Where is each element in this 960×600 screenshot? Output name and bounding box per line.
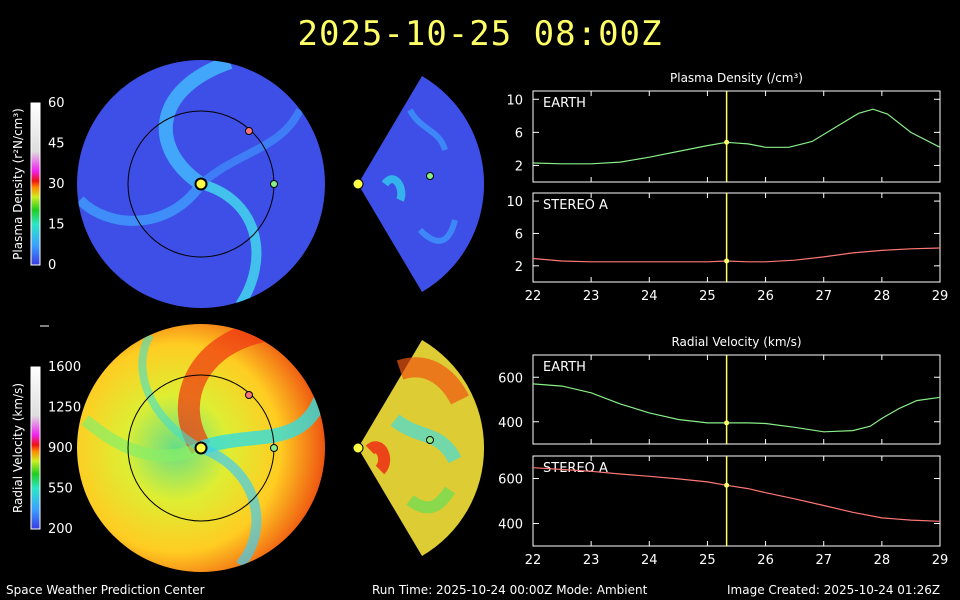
x-tick-label: 25 — [699, 289, 716, 304]
density-colorbar-tick: 30 — [48, 177, 65, 192]
plot-frame — [532, 192, 941, 283]
x-tick-label: 28 — [874, 289, 891, 304]
velocity-colorbar-tick: 1600 — [48, 360, 81, 375]
x-tick-label: 22 — [525, 553, 542, 568]
panel-label: STEREO A — [543, 461, 608, 476]
density-meridional-view — [352, 76, 485, 292]
y-tick-label: 2 — [515, 159, 523, 174]
series-line — [532, 383, 941, 433]
plot-frame — [532, 90, 941, 183]
x-tick-label: 29 — [932, 553, 949, 568]
chart-panel: Radial Velocity (km/s) EARTH 400 600 — [498, 335, 941, 445]
x-tick-label: 24 — [641, 553, 658, 568]
panel-label: EARTH — [543, 360, 586, 375]
velocity-wedge-feature — [406, 486, 455, 514]
velocity-colorbar-tick: 550 — [48, 482, 73, 497]
velocity-colorbar-label: Radial Velocity (km/s) — [11, 383, 25, 513]
sun-marker — [194, 177, 208, 191]
current-value-dot — [724, 482, 730, 488]
earth-marker — [270, 180, 278, 188]
density-wedge — [358, 76, 485, 292]
panel-label: STEREO A — [543, 198, 608, 213]
velocity-wedge-feature — [365, 441, 391, 475]
velocity-colorbar-gradient — [30, 366, 41, 530]
y-tick-label: 2 — [515, 260, 523, 275]
density-colorbar-gradient — [30, 102, 41, 266]
velocity-spiral-arm — [199, 443, 262, 569]
velocity-colorbar-tick: 200 — [48, 522, 73, 537]
footer-organization: Space Weather Prediction Center — [6, 583, 205, 597]
x-tick-label: 26 — [757, 553, 774, 568]
density-spiral-arm — [198, 108, 304, 188]
y-tick-label: 400 — [498, 518, 523, 533]
velocity-wedge-feature — [396, 357, 469, 405]
plot-frame — [532, 354, 941, 445]
plot-frame — [532, 455, 941, 547]
sun-marker-meridional — [352, 178, 364, 190]
density-equatorial-view — [77, 60, 325, 308]
footer-image-created: Image Created: 2025-10-24 01:26Z — [727, 583, 941, 597]
x-tick-label: 27 — [815, 553, 832, 568]
x-tick-label: 23 — [583, 553, 600, 568]
chart-title: Plasma Density (/cm³) — [670, 71, 803, 85]
current-value-dot — [724, 420, 730, 426]
density-colorbar-tick: 0 — [48, 258, 56, 273]
chart-title: Radial Velocity (km/s) — [671, 335, 801, 349]
density-wedge-feature — [407, 108, 448, 152]
x-tick-label: 28 — [874, 553, 891, 568]
chart-panel: Plasma Density (/cm³) EARTH 2 6 10 — [506, 71, 941, 183]
y-tick-label: 6 — [515, 126, 523, 141]
series-line — [532, 247, 941, 263]
stereo-a-marker — [245, 127, 253, 135]
velocity-equatorial-view — [77, 324, 325, 572]
earth-marker-meridional — [426, 172, 434, 180]
timestamp-title: 2025-10-25 08:00Z — [297, 14, 663, 54]
velocity-colorbar-tick: 900 — [48, 441, 73, 456]
stereo-a-marker — [245, 391, 253, 399]
density-wedge-feature — [381, 175, 406, 202]
sun-marker-meridional — [352, 442, 364, 454]
x-tick-label: 24 — [641, 289, 658, 304]
y-tick-label: 10 — [506, 93, 523, 108]
density-colorbar-label: Plasma Density (r²N/cm³) — [11, 108, 25, 260]
x-tick-label: 27 — [815, 289, 832, 304]
density-colorbar: Plasma Density (r²N/cm³) 60 45 30 15 0 — [11, 96, 65, 273]
velocity-spiral-arm — [138, 333, 203, 452]
earth-marker-meridional — [426, 436, 434, 444]
density-colorbar-tick: 45 — [48, 137, 65, 152]
series-line — [532, 467, 941, 522]
density-spiral-arm — [77, 181, 206, 226]
velocity-meridional-view — [352, 340, 485, 556]
velocity-spiral-arm — [198, 397, 325, 455]
x-tick-label: 22 — [525, 289, 542, 304]
series-line — [532, 108, 941, 165]
x-tick-label: 23 — [583, 289, 600, 304]
sun-marker — [194, 441, 208, 455]
panel-label: EARTH — [543, 96, 586, 111]
y-tick-label: 600 — [498, 371, 523, 386]
density-colorbar-tick: 15 — [48, 218, 65, 233]
density-spiral-arm — [158, 60, 233, 190]
current-value-dot — [724, 139, 730, 145]
x-tick-label: 26 — [757, 289, 774, 304]
y-tick-label: 400 — [498, 416, 523, 431]
velocity-spiral-arm — [81, 415, 204, 462]
chart-panel: STEREO A 400 600 22 23 24 25 26 27 28 29 — [498, 455, 949, 568]
y-tick-label: 10 — [506, 195, 523, 210]
density-wedge-feature — [417, 219, 458, 244]
y-tick-label: 600 — [498, 473, 523, 488]
footer-run-time: Run Time: 2025-10-24 00:00Z Mode: Ambien… — [372, 583, 648, 597]
density-colorbar-tick: 60 — [48, 96, 65, 111]
x-tick-label: 25 — [699, 553, 716, 568]
y-tick-label: 6 — [515, 227, 523, 242]
current-value-dot — [724, 258, 730, 264]
velocity-colorbar-tick: 1250 — [48, 401, 81, 416]
velocity-colorbar: Radial Velocity (km/s) 1600 1250 900 550 200 — [11, 360, 81, 537]
earth-marker — [270, 444, 278, 452]
x-tick-label: 29 — [932, 289, 949, 304]
